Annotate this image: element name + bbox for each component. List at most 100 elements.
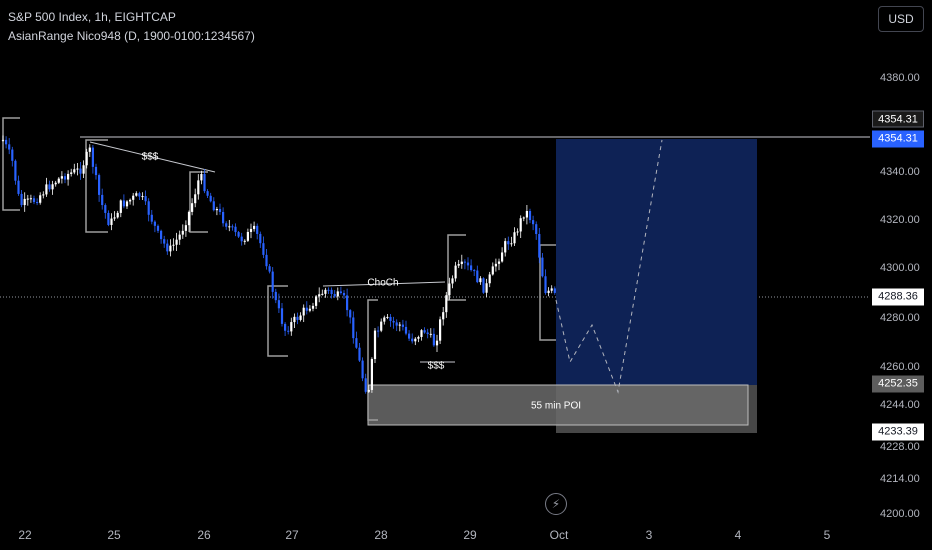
candle-body xyxy=(54,182,57,185)
candle-body xyxy=(370,359,373,390)
choch-line xyxy=(322,281,446,287)
candle-body xyxy=(364,378,367,392)
candle-body xyxy=(191,203,194,212)
candle-body xyxy=(88,147,91,152)
candle-body xyxy=(460,261,463,265)
asian-range-boxes xyxy=(2,117,556,421)
candle-body xyxy=(426,332,429,335)
candle-body xyxy=(129,199,132,202)
candle-body xyxy=(187,211,191,226)
candle-body xyxy=(392,320,395,323)
candle-body xyxy=(135,193,138,196)
x-tick-label: 27 xyxy=(285,528,299,542)
price-label-current: 4288.36 xyxy=(872,288,924,306)
y-tick-label: 4228.00 xyxy=(880,441,920,453)
candle-body xyxy=(435,340,439,346)
candle-body xyxy=(246,231,249,241)
candle-body xyxy=(160,230,163,240)
y-tick-label: 4280.00 xyxy=(880,312,920,324)
candle-body xyxy=(544,276,547,294)
candle-body xyxy=(346,295,349,311)
candle-body xyxy=(318,294,321,297)
candle-body xyxy=(256,225,259,234)
candle-body xyxy=(445,295,448,313)
y-tick-label: 4214.00 xyxy=(880,473,920,485)
candle-body xyxy=(45,184,48,195)
candle-body xyxy=(132,195,135,200)
candle-body xyxy=(510,243,513,245)
candle-body xyxy=(535,224,538,235)
candle-body xyxy=(501,252,504,262)
candle-body xyxy=(377,330,380,332)
indicator-title[interactable]: AsianRange Nico948 (D, 1900-0100:1234567… xyxy=(8,29,255,43)
candle-body xyxy=(212,201,215,211)
candle-body xyxy=(153,221,156,226)
candle-body xyxy=(79,168,82,174)
candle-body xyxy=(228,226,231,228)
y-tick-label: 4380.00 xyxy=(880,72,920,84)
candle-body xyxy=(451,278,454,284)
candle-body xyxy=(491,266,494,275)
asian-range-box xyxy=(267,285,288,357)
candle-body xyxy=(169,245,172,252)
candle-body xyxy=(104,205,107,213)
candle-body xyxy=(184,225,187,231)
candle-body xyxy=(231,226,234,228)
candle-body xyxy=(67,173,70,180)
candle-body xyxy=(82,165,85,174)
candle-body xyxy=(470,265,473,271)
candle-body xyxy=(178,234,181,240)
candle-body xyxy=(513,232,516,244)
candle-body xyxy=(423,330,426,333)
candle-body xyxy=(147,201,150,215)
candle-body xyxy=(206,191,209,196)
candle-body xyxy=(60,176,63,179)
candle-body xyxy=(525,210,528,218)
candle-body xyxy=(522,217,525,219)
candle-body xyxy=(398,324,401,326)
lightning-icon[interactable]: ⚡︎ xyxy=(545,493,567,515)
x-tick-label: 5 xyxy=(823,528,831,542)
candle-body xyxy=(429,333,432,335)
candle-body xyxy=(507,241,510,245)
candle-body xyxy=(181,230,184,235)
candle-body xyxy=(175,239,178,245)
candle-body xyxy=(23,198,26,206)
candle-body xyxy=(488,274,491,284)
candle-body xyxy=(48,184,51,190)
candle-body xyxy=(42,194,45,196)
candle-body xyxy=(457,264,460,266)
price-label-poi-top: 4252.35 xyxy=(872,375,924,393)
candle-body xyxy=(420,330,423,337)
candle-body xyxy=(284,323,287,331)
candle-body xyxy=(262,243,265,255)
symbol-title[interactable]: S&P 500 Index, 1h, EIGHTCAP xyxy=(8,10,176,24)
candle-body xyxy=(277,300,280,309)
candle-body xyxy=(194,194,197,204)
candle-body xyxy=(287,330,290,332)
candle-body xyxy=(355,338,358,348)
candle-body xyxy=(29,198,32,200)
annotation-liquidity-high: $$$ xyxy=(141,151,159,163)
candle-body xyxy=(1,139,5,141)
asian-range-box xyxy=(367,299,378,421)
candle-body xyxy=(237,232,240,237)
candle-body xyxy=(361,360,364,379)
annotation-poi: 55 min POI xyxy=(530,400,582,412)
candle-body xyxy=(547,290,550,294)
candle-body xyxy=(73,169,76,173)
candle-body xyxy=(380,321,383,331)
currency-button[interactable]: USD xyxy=(878,6,924,32)
x-tick-label: 28 xyxy=(374,528,388,542)
asian-range-box xyxy=(2,117,20,211)
candle-body xyxy=(268,266,271,272)
candle-body xyxy=(293,316,296,323)
candle-body xyxy=(51,184,54,190)
y-tick-label: 4320.00 xyxy=(880,214,920,226)
candle-body xyxy=(339,291,342,293)
candle-body xyxy=(439,319,442,341)
candle-body xyxy=(494,263,497,267)
candle-body xyxy=(497,261,501,264)
x-tick-label: 26 xyxy=(197,528,211,542)
